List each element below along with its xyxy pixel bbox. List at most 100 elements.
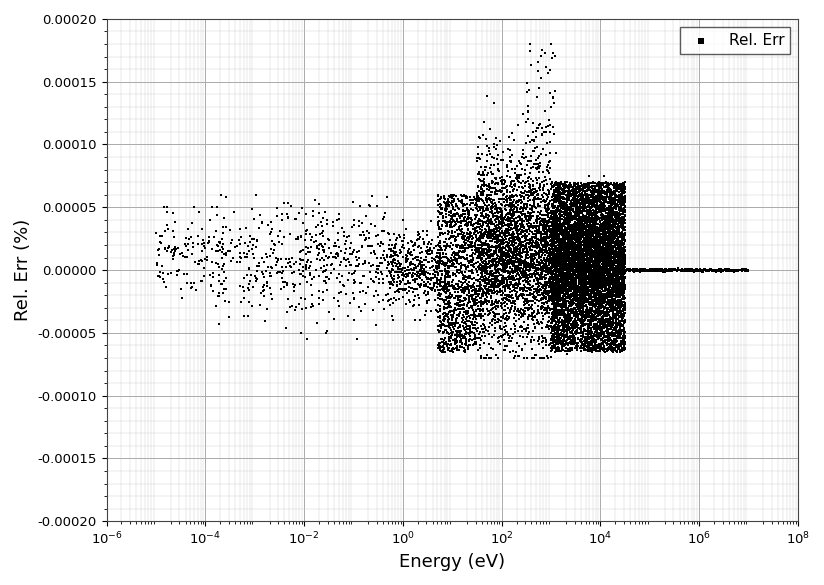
Rel. Err [587,206,600,215]
Rel. Err [545,294,558,304]
Rel. Err [507,211,520,221]
Rel. Err [586,257,599,266]
Rel. Err [586,222,599,232]
Rel. Err [600,270,613,280]
Rel. Err [590,298,603,308]
Rel. Err [600,340,613,349]
Rel. Err [598,195,611,205]
Rel. Err [587,274,600,283]
Rel. Err [589,238,602,247]
Rel. Err [578,325,592,335]
Rel. Err [536,333,550,342]
Rel. Err [582,248,595,257]
Rel. Err [494,285,507,295]
Rel. Err [596,249,609,259]
Rel. Err [525,249,538,259]
Rel. Err [608,180,621,190]
Rel. Err [602,220,616,229]
Rel. Err [508,265,522,274]
Rel. Err [587,288,600,297]
Rel. Err [531,301,545,310]
Rel. Err [503,256,516,266]
Rel. Err [576,197,589,207]
Rel. Err [574,231,588,240]
Rel. Err [502,330,515,339]
Rel. Err [555,301,568,311]
Rel. Err [670,266,683,275]
Rel. Err [498,293,511,302]
Rel. Err [586,274,599,284]
Rel. Err [586,281,599,290]
Rel. Err [611,213,625,222]
Rel. Err [636,266,649,275]
Rel. Err [551,183,564,192]
Rel. Err [579,244,592,253]
Rel. Err [577,250,590,260]
Rel. Err [499,221,512,230]
Rel. Err [479,297,492,307]
Rel. Err [480,295,493,304]
Rel. Err [459,238,472,247]
Rel. Err [550,238,563,247]
Rel. Err [556,324,569,333]
Rel. Err [555,259,569,269]
Rel. Err [473,284,486,294]
Rel. Err [531,57,545,67]
Rel. Err [502,226,515,236]
Rel. Err [568,189,581,198]
Rel. Err [449,210,462,219]
Rel. Err [562,267,575,277]
Rel. Err [674,265,687,274]
Rel. Err [565,290,578,300]
Rel. Err [573,231,586,240]
Rel. Err [311,254,324,263]
Rel. Err [595,188,608,197]
Rel. Err [480,213,493,222]
Rel. Err [570,301,583,310]
Rel. Err [387,293,400,302]
Rel. Err [611,260,625,270]
Rel. Err [587,260,600,270]
Rel. Err [611,274,625,283]
Rel. Err [563,221,576,230]
Rel. Err [345,249,358,258]
Rel. Err [487,232,500,241]
Rel. Err [439,288,452,298]
Rel. Err [709,266,722,275]
Rel. Err [598,284,611,293]
Rel. Err [555,272,569,281]
Rel. Err [579,230,592,240]
Rel. Err [196,277,209,286]
Rel. Err [528,270,541,279]
Rel. Err [422,249,435,259]
Rel. Err [558,297,571,307]
Rel. Err [433,345,446,355]
Rel. Err [605,291,618,301]
Rel. Err [548,232,561,241]
Rel. Err [447,269,460,278]
Rel. Err [616,252,630,261]
Rel. Err [496,253,509,263]
Rel. Err [606,316,620,326]
Rel. Err [386,266,400,275]
Rel. Err [554,187,567,197]
Rel. Err [618,309,631,319]
Rel. Err [427,269,440,278]
Rel. Err [597,266,611,276]
Rel. Err [601,213,614,222]
Rel. Err [558,332,571,342]
Rel. Err [567,260,580,269]
Rel. Err [531,199,545,209]
Rel. Err [601,274,614,283]
Rel. Err [615,283,628,292]
Rel. Err [576,227,589,236]
Rel. Err [547,222,560,232]
Rel. Err [581,238,594,247]
Rel. Err [445,214,458,223]
Rel. Err [574,268,587,277]
Rel. Err [596,308,609,317]
Rel. Err [562,284,575,293]
Rel. Err [578,238,591,247]
Rel. Err [550,243,564,252]
Rel. Err [720,265,733,274]
